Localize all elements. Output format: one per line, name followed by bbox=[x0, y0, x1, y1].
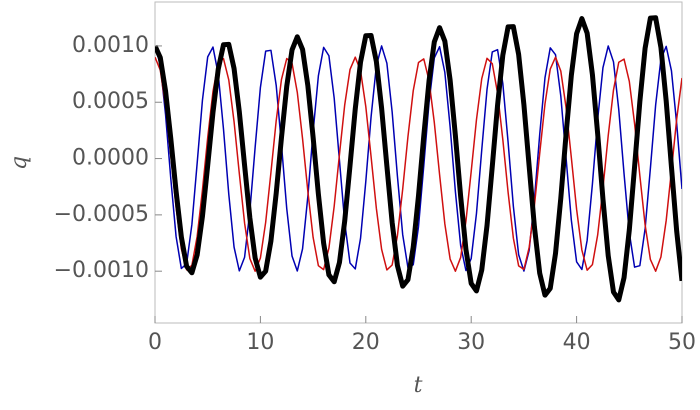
y-axis-label: q bbox=[7, 156, 32, 170]
x-tick-label: 10 bbox=[246, 330, 274, 355]
y-tick-label: −0.0005 bbox=[54, 202, 149, 227]
x-tick-label: 20 bbox=[352, 330, 380, 355]
data-line bbox=[155, 45, 682, 272]
data-line bbox=[155, 56, 682, 272]
y-tick-label: 0.0010 bbox=[72, 33, 149, 58]
lines bbox=[155, 15, 682, 303]
y-tick-label: 0.0000 bbox=[72, 146, 149, 171]
x-axis-label: t bbox=[414, 373, 423, 398]
data-line bbox=[155, 15, 682, 303]
y-tick-label: −0.0010 bbox=[54, 258, 149, 283]
plot-frame bbox=[154, 1, 683, 324]
x-tick-label: 0 bbox=[148, 330, 162, 355]
x-tick-label: 40 bbox=[563, 330, 591, 355]
x-tick-label: 30 bbox=[457, 330, 485, 355]
y-tick-label: 0.0005 bbox=[72, 89, 149, 114]
x-tick-label: 50 bbox=[668, 330, 696, 355]
